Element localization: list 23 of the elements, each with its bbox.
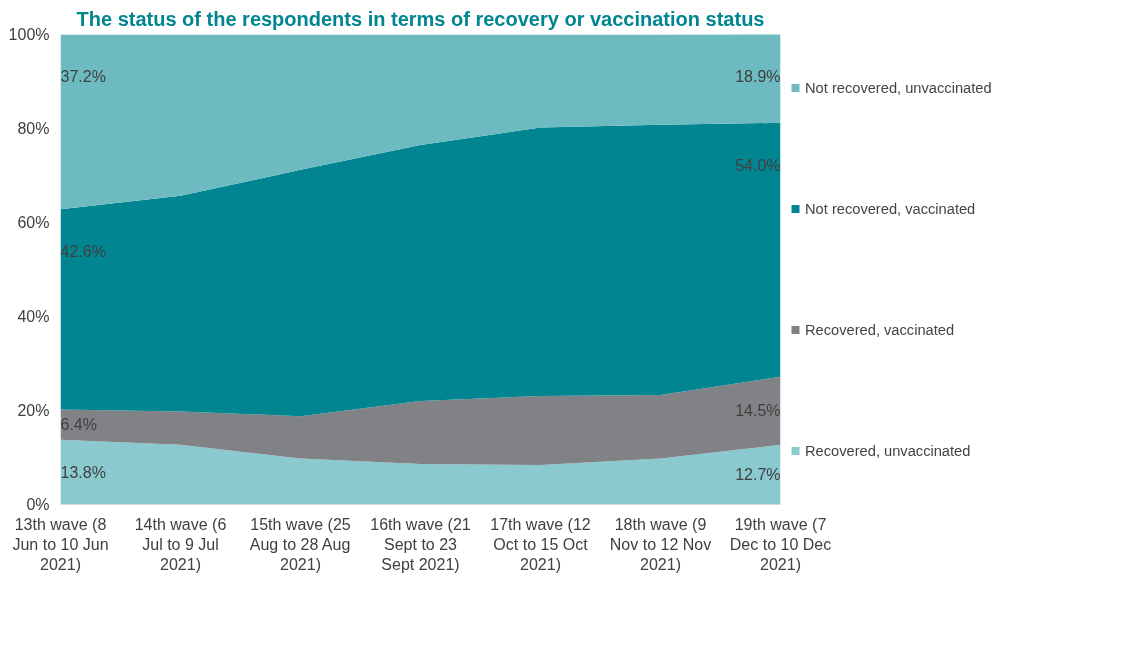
- legend-label: Not recovered, unvaccinated: [805, 79, 992, 96]
- legend-label: Recovered, unvaccinated: [805, 442, 971, 459]
- data-label: 13.8%: [60, 463, 106, 481]
- x-tick-label: 13th wave (8 Jun to 10 Jun 2021): [12, 515, 109, 574]
- data-label: 37.2%: [60, 68, 106, 86]
- x-tick-label: 15th wave (25 Aug to 28 Aug 2021): [249, 515, 351, 574]
- x-tick-label: 19th wave (7 Dec to 10 Dec 2021): [729, 515, 832, 574]
- data-label: 6.4%: [60, 416, 97, 434]
- data-label: 18.9%: [735, 67, 781, 85]
- y-tick-label: 80%: [17, 120, 50, 137]
- x-tick-label: 17th wave (12 Oct to 15 Oct 2021): [490, 515, 591, 574]
- x-tick-label: 18th wave (9 Nov to 12 Nov 2021): [609, 515, 712, 574]
- x-tick-label: 16th wave (21 Sept to 23 Sept 2021): [370, 515, 471, 574]
- chart-title: The status of the respondents in terms of recovery or vaccination status: [76, 7, 765, 30]
- legend-label: Recovered, vaccinated: [805, 321, 955, 338]
- y-tick-label: 100%: [8, 26, 50, 43]
- y-tick-label: 40%: [17, 308, 50, 325]
- x-tick-label: 14th wave (6 Jul to 9 Jul 2021): [134, 515, 227, 574]
- legend-label: Not recovered, vaccinated: [805, 200, 976, 217]
- y-tick-label: 0%: [26, 496, 50, 513]
- y-tick-label: 20%: [17, 402, 50, 419]
- y-tick-label: 60%: [17, 214, 50, 231]
- data-label: 12.7%: [735, 466, 781, 484]
